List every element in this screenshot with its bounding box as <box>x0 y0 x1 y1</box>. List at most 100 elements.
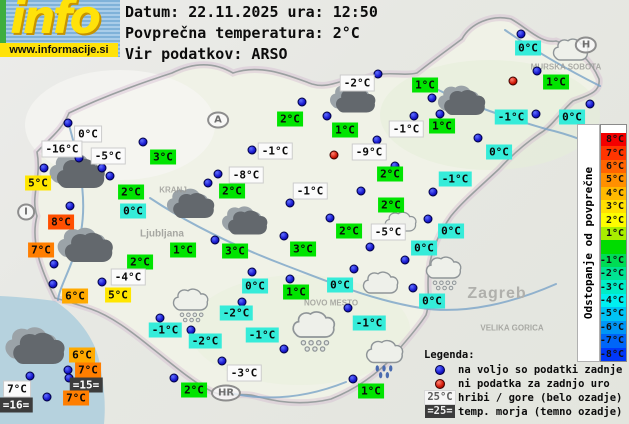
temp-label: 2°C <box>219 183 245 199</box>
temp-label: 2°C <box>181 382 207 398</box>
temp-label: -5°C <box>371 224 405 240</box>
legend-marker <box>422 364 458 375</box>
station-dot-blue <box>516 29 526 39</box>
temp-label: 6°C <box>62 288 88 304</box>
temp-label: 2°C <box>377 166 403 182</box>
temp-label: -1°C <box>293 183 327 199</box>
legend-marker: 25°C <box>422 391 458 404</box>
temp-label: -1°C <box>148 322 182 338</box>
logo-site-url[interactable]: www.informacije.si <box>0 43 118 57</box>
temp-label: -5°C <box>91 148 125 164</box>
alps-region <box>25 70 215 180</box>
temp-label: 1°C <box>429 118 455 134</box>
station-dot-blue <box>349 264 359 274</box>
station-dot-blue <box>138 137 148 147</box>
scale-band: 3°C <box>601 200 626 214</box>
temp-label: -4°C <box>111 269 145 285</box>
cloud-icon <box>222 206 268 235</box>
temp-label: 1°C <box>543 74 569 90</box>
temp-label: 0°C <box>411 240 437 256</box>
temp-label: 7°C <box>28 242 54 258</box>
scalebar-title: Odstopanje od povprečne temperature: <box>577 124 616 362</box>
legend-item: ni podatka za zadnjo uro <box>422 377 629 390</box>
cloud-icon <box>57 227 113 262</box>
station-dot-blue <box>217 356 227 366</box>
temp-label: 0°C <box>438 223 464 239</box>
scale-band: -8°C <box>599 347 626 361</box>
temp-label: -1°C <box>245 327 279 343</box>
header-avg-temp-line: Povprečna temperatura: 2°C <box>125 24 360 42</box>
scale-band: -4°C <box>599 293 626 308</box>
rain-cloud-icon <box>365 339 404 379</box>
temp-label: 5°C <box>25 175 51 191</box>
cloud-icon <box>437 85 486 115</box>
legend: Legenda: na voljo so podatki zadnje ure n… <box>422 349 629 419</box>
temp-label: 0°C <box>419 293 445 309</box>
station-dot-blue <box>409 111 419 121</box>
temp-label: 2°C <box>118 184 144 200</box>
legend-item-text: hribi / gore (belo ozadje) <box>458 391 623 404</box>
station-dot-blue <box>39 163 49 173</box>
temp-label: -2°C <box>340 75 374 91</box>
scale-band: 2°C <box>601 213 626 227</box>
legend-item: 25°C hribi / gore (belo ozadje) <box>422 391 629 404</box>
temp-label: 1°C <box>358 383 384 399</box>
temp-label: -9°C <box>352 144 386 160</box>
temp-label: 1°C <box>283 284 309 300</box>
temp-label: 0°C <box>242 278 268 294</box>
station-dot-blue <box>473 133 483 143</box>
temp-label: -1°C <box>438 171 472 187</box>
scale-band: 4°C <box>601 186 626 201</box>
temp-label: 0°C <box>515 40 541 56</box>
scale-band: -6°C <box>599 320 626 335</box>
scale-band: -5°C <box>599 307 626 321</box>
station-dot-blue <box>97 163 107 173</box>
station-dot-blue <box>348 374 358 384</box>
station-dot-blue <box>247 267 257 277</box>
temp-label: =16= <box>0 397 33 413</box>
station-dot-blue <box>372 135 382 145</box>
station-dot-blue <box>285 274 295 284</box>
station-dot-blue <box>428 187 438 197</box>
logo[interactable]: info www.informacije.si <box>0 0 120 57</box>
legend-item-text: na voljo so podatki zadnje ure <box>458 363 629 376</box>
station-dot-blue <box>279 231 289 241</box>
station-dot-blue <box>25 371 35 381</box>
scale-band: -3°C <box>599 280 626 294</box>
station-dot-blue <box>247 145 257 155</box>
scale-band: -1°C <box>599 253 626 268</box>
station-dot-blue <box>585 99 595 109</box>
scale-band: 8°C <box>601 133 626 147</box>
city-label: Velika Gorica <box>480 323 544 333</box>
station-dot-blue <box>343 303 353 313</box>
temp-label: -16°C <box>42 141 82 157</box>
no-data-dot-icon <box>435 378 445 389</box>
temp-label: 2°C <box>277 111 303 127</box>
station-dot-blue <box>155 313 165 323</box>
temp-label: 0°C <box>327 277 353 293</box>
station-dot-blue <box>97 277 107 287</box>
snow-cloud-icon <box>292 311 336 352</box>
station-dot-red <box>508 76 518 86</box>
temp-label: 0°C <box>120 203 146 219</box>
station-dot-blue <box>65 201 75 211</box>
logo-wordmark: info <box>10 0 101 44</box>
temp-label: 5°C <box>105 287 131 303</box>
temp-label: 3°C <box>222 243 248 259</box>
legend-marker <box>422 378 458 389</box>
station-dot-blue <box>297 97 307 107</box>
station-dot-blue <box>105 171 115 181</box>
cloud-icon <box>362 271 399 294</box>
station-dot-blue <box>531 109 541 119</box>
country-sign-hr: HR <box>210 384 242 402</box>
temp-label: 2°C <box>378 197 404 213</box>
temp-label: 0°C <box>75 126 101 142</box>
station-dot-blue <box>356 186 366 196</box>
scale-band: -2°C <box>599 267 626 281</box>
temp-label: -8°C <box>229 167 263 183</box>
country-sign-h: H <box>574 36 598 54</box>
scale-band: 6°C <box>601 159 626 174</box>
station-dot-blue <box>285 198 295 208</box>
legend-marker: =25= <box>422 405 458 418</box>
